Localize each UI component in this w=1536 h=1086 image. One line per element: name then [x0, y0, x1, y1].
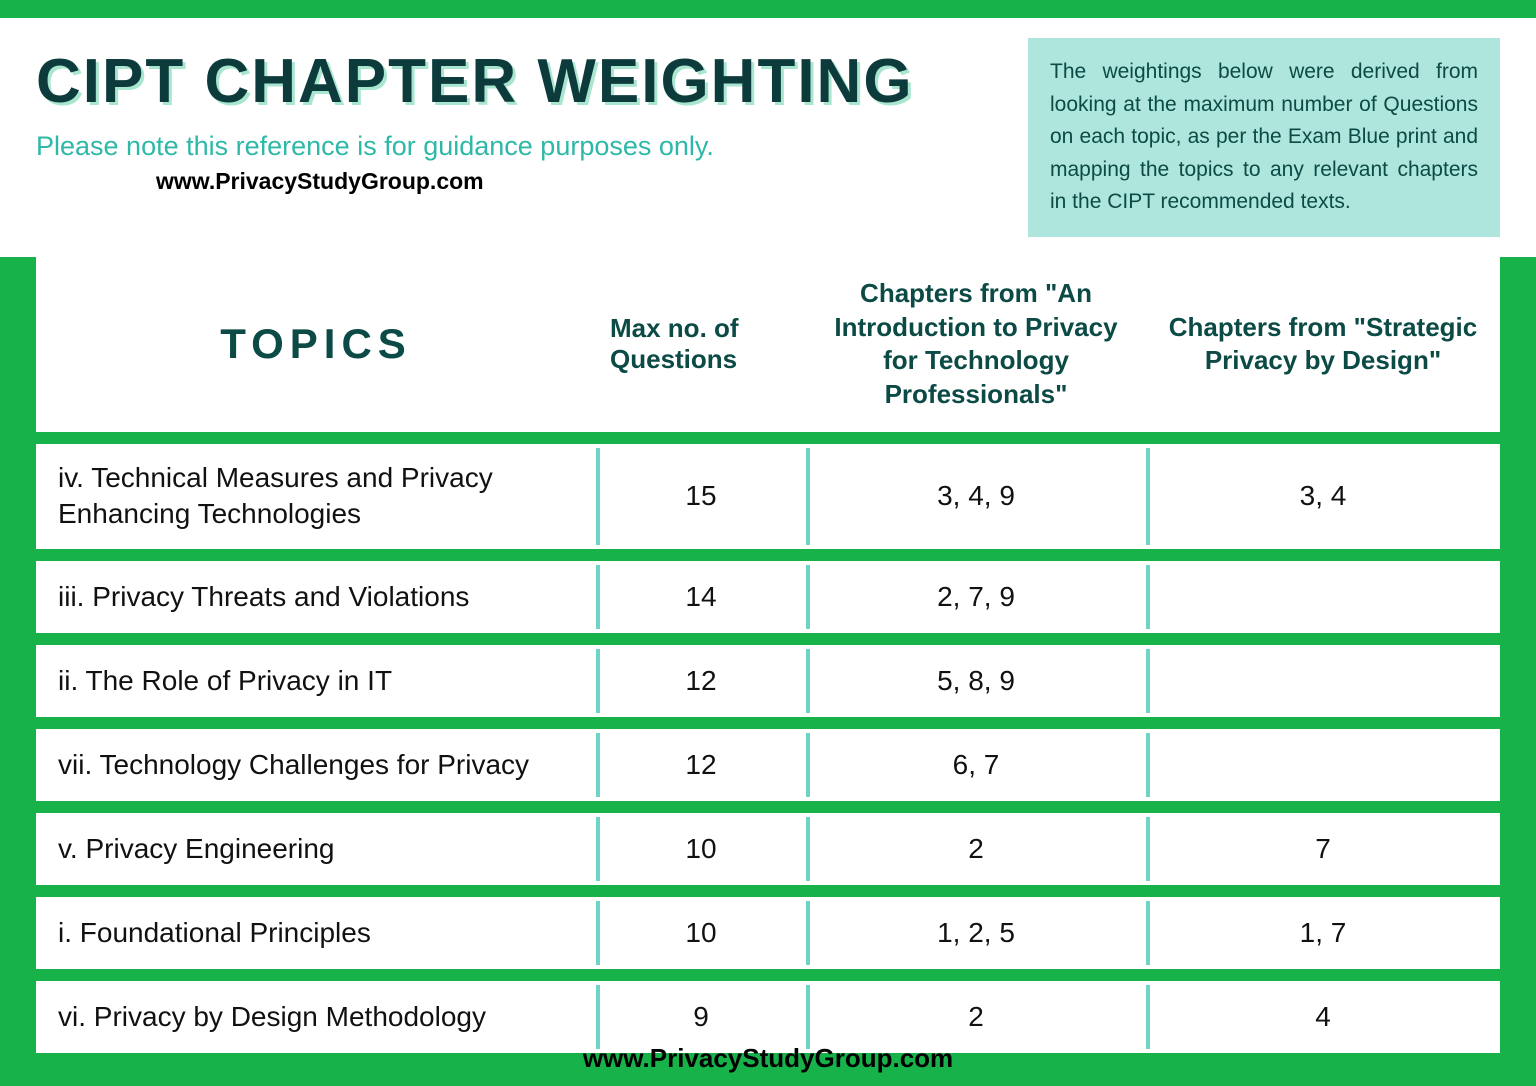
col-header-chapters-intro: Chapters from "An Introduction to Privac…: [806, 277, 1146, 412]
cell-chapters-intro: 6, 7: [806, 749, 1146, 781]
column-divider: [1146, 901, 1150, 965]
column-divider: [1146, 733, 1150, 797]
column-divider: [1146, 817, 1150, 881]
table-header-row: TOPICS Max no. of Questions Chapters fro…: [36, 257, 1500, 432]
cell-chapters-strategic: 3, 4: [1146, 480, 1500, 512]
cell-chapters-intro: 1, 2, 5: [806, 917, 1146, 949]
cell-topic: vii. Technology Challenges for Privacy: [36, 747, 596, 783]
cell-topic: v. Privacy Engineering: [36, 831, 596, 867]
column-divider: [806, 733, 810, 797]
column-divider: [1146, 448, 1150, 545]
table-row: vi. Privacy by Design Methodology924: [36, 981, 1500, 1053]
cell-chapters-strategic: 1, 7: [1146, 917, 1500, 949]
cell-topic: iii. Privacy Threats and Violations: [36, 579, 596, 615]
cell-topic: iv. Technical Measures and Privacy Enhan…: [36, 460, 596, 533]
cell-max-questions: 9: [596, 1001, 806, 1033]
column-divider: [596, 649, 600, 713]
col-header-max-questions: Max no. of Questions: [596, 313, 806, 375]
footer-url: www.PrivacyStudyGroup.com: [0, 1043, 1536, 1074]
cell-topic: ii. The Role of Privacy in IT: [36, 663, 596, 699]
column-divider: [596, 448, 600, 545]
column-divider: [806, 565, 810, 629]
table-row: i. Foundational Principles101, 2, 51, 7: [36, 897, 1500, 969]
table-row: v. Privacy Engineering1027: [36, 813, 1500, 885]
column-divider: [1146, 565, 1150, 629]
table-wrap: TOPICS Max no. of Questions Chapters fro…: [0, 257, 1536, 1053]
col-header-topics: TOPICS: [36, 320, 596, 368]
page-frame: CIPT CHAPTER WEIGHTING Please note this …: [0, 0, 1536, 1086]
cell-chapters-intro: 2, 7, 9: [806, 581, 1146, 613]
column-divider: [806, 817, 810, 881]
info-box: The weightings below were derived from l…: [1028, 38, 1500, 237]
col-header-chapters-strategic: Chapters from "Strategic Privacy by Desi…: [1146, 311, 1500, 379]
column-divider: [1146, 985, 1150, 1049]
cell-chapters-intro: 5, 8, 9: [806, 665, 1146, 697]
cell-max-questions: 10: [596, 917, 806, 949]
header-url: www.PrivacyStudyGroup.com: [156, 168, 1028, 195]
column-divider: [1146, 649, 1150, 713]
cell-chapters-intro: 3, 4, 9: [806, 480, 1146, 512]
cell-max-questions: 12: [596, 665, 806, 697]
table-row: iv. Technical Measures and Privacy Enhan…: [36, 444, 1500, 549]
table-row: iii. Privacy Threats and Violations142, …: [36, 561, 1500, 633]
column-divider: [596, 817, 600, 881]
cell-topic: vi. Privacy by Design Methodology: [36, 999, 596, 1035]
cell-chapters-strategic: 4: [1146, 1001, 1500, 1033]
cell-max-questions: 10: [596, 833, 806, 865]
header-band: CIPT CHAPTER WEIGHTING Please note this …: [0, 18, 1536, 257]
table-row: ii. The Role of Privacy in IT125, 8, 9: [36, 645, 1500, 717]
column-divider: [806, 901, 810, 965]
cell-max-questions: 14: [596, 581, 806, 613]
header-left: CIPT CHAPTER WEIGHTING Please note this …: [36, 46, 1028, 195]
cell-chapters-intro: 2: [806, 833, 1146, 865]
table-row: vii. Technology Challenges for Privacy12…: [36, 729, 1500, 801]
column-divider: [596, 565, 600, 629]
column-divider: [806, 448, 810, 545]
column-divider: [806, 985, 810, 1049]
page-title: CIPT CHAPTER WEIGHTING: [36, 46, 1028, 117]
column-divider: [596, 901, 600, 965]
column-divider: [596, 985, 600, 1049]
cell-chapters-intro: 2: [806, 1001, 1146, 1033]
page-subtitle: Please note this reference is for guidan…: [36, 131, 1028, 162]
cell-max-questions: 15: [596, 480, 806, 512]
table-body: iv. Technical Measures and Privacy Enhan…: [36, 444, 1500, 1053]
column-divider: [806, 649, 810, 713]
column-divider: [596, 733, 600, 797]
cell-chapters-strategic: 7: [1146, 833, 1500, 865]
cell-max-questions: 12: [596, 749, 806, 781]
cell-topic: i. Foundational Principles: [36, 915, 596, 951]
